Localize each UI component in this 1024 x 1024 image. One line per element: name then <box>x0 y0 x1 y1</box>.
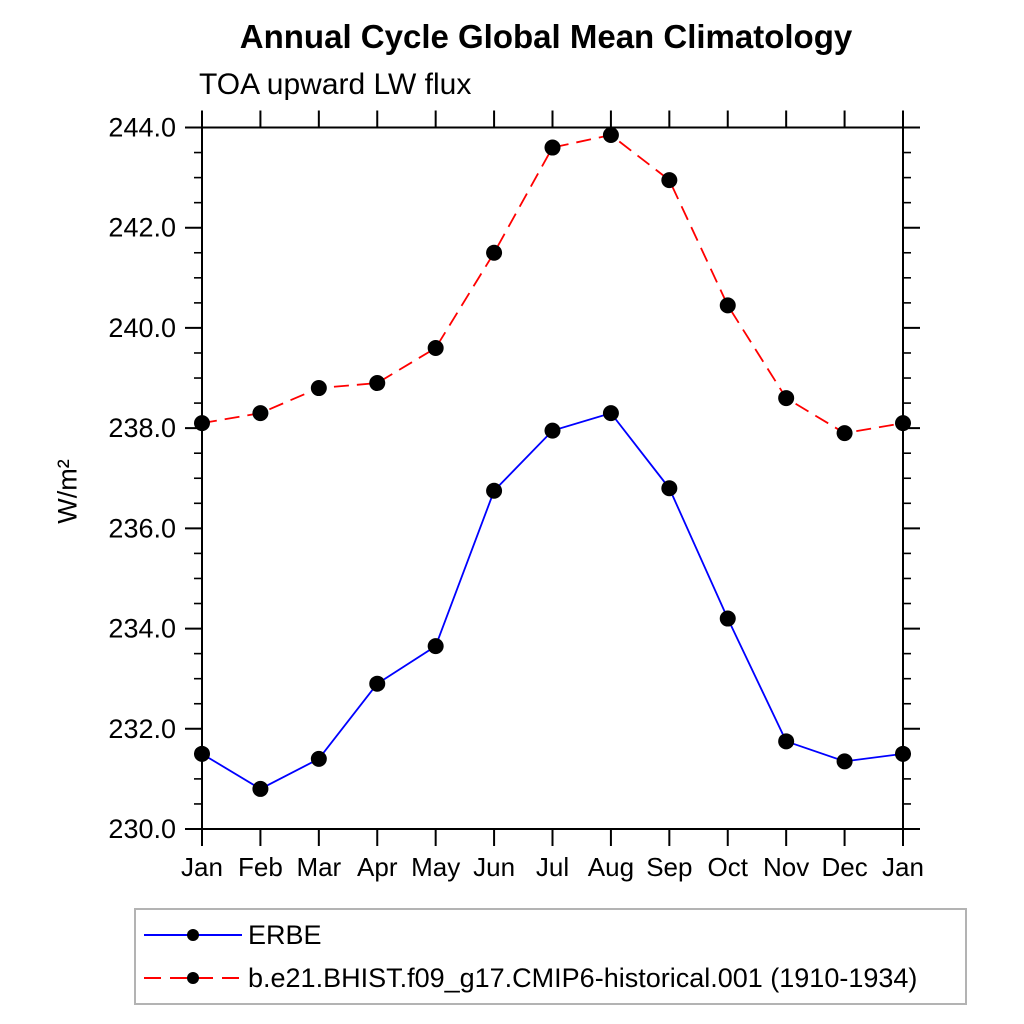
data-point-erbe-May <box>427 638 444 655</box>
chart-title: Annual Cycle Global Mean Climatology <box>239 18 853 55</box>
series-line-erbe <box>201 412 904 790</box>
y-tick-label: 238.0 <box>108 413 176 443</box>
legend-entry-erbe: ERBE <box>136 914 965 957</box>
x-tick-label: Aug <box>588 852 634 882</box>
plot-border <box>201 126 904 830</box>
y-tick-label: 242.0 <box>108 213 176 243</box>
data-point-model-Aug <box>602 127 619 144</box>
data-point-model-Jan <box>895 415 911 432</box>
y-tick-label: 240.0 <box>108 313 176 343</box>
y-tick-label: 234.0 <box>108 614 176 644</box>
data-point-erbe-Sep <box>661 480 678 497</box>
data-point-erbe-Jan <box>895 745 911 762</box>
x-tick-label: Jul <box>536 852 569 882</box>
data-point-erbe-Mar <box>310 750 327 767</box>
y-tick-label: 236.0 <box>108 513 176 543</box>
data-point-erbe-Dec <box>836 753 853 770</box>
x-tick-label: Dec <box>821 852 867 882</box>
y-tick-label: 244.0 <box>108 113 176 143</box>
x-tick-label: Oct <box>708 852 749 882</box>
legend-entry-model: b.e21.BHIST.f09_g17.CMIP6-historical.001… <box>136 957 965 1000</box>
y-tick-label: 230.0 <box>108 814 176 844</box>
data-point-model-Mar <box>310 380 327 397</box>
series-line-model <box>201 134 904 435</box>
data-point-model-Sep <box>661 172 678 189</box>
x-tick-label: May <box>411 852 460 882</box>
data-point-erbe-Jan <box>194 745 210 762</box>
x-tick-label: Mar <box>296 852 341 882</box>
x-tick-label: Nov <box>763 852 809 882</box>
data-point-model-Jan <box>194 415 210 432</box>
data-point-model-Apr <box>369 375 386 392</box>
data-point-model-May <box>427 339 444 356</box>
data-point-erbe-Jun <box>486 482 503 499</box>
data-point-model-Feb <box>252 405 269 422</box>
data-point-model-Nov <box>778 390 795 407</box>
chart-subtitle: TOA upward LW flux <box>199 68 472 101</box>
legend-label-erbe: ERBE <box>248 919 322 950</box>
legend-line-sample-solid <box>144 929 242 941</box>
data-point-model-Jun <box>486 244 503 261</box>
data-point-erbe-Apr <box>369 675 386 692</box>
data-point-model-Dec <box>836 425 853 442</box>
y-tick-label: 232.0 <box>108 714 176 744</box>
data-point-model-Oct <box>719 297 736 314</box>
legend-label-model: b.e21.BHIST.f09_g17.CMIP6-historical.001… <box>248 962 918 993</box>
x-tick-label: Apr <box>357 852 398 882</box>
data-point-erbe-Oct <box>719 610 736 627</box>
x-tick-label: Feb <box>238 852 283 882</box>
x-tick-label: Jan <box>882 852 924 882</box>
data-point-erbe-Nov <box>778 733 795 750</box>
legend-line-sample-dashed <box>144 972 242 984</box>
data-point-erbe-Jul <box>544 422 561 439</box>
data-point-model-Jul <box>544 139 561 156</box>
x-tick-label: Jan <box>181 852 223 882</box>
data-point-erbe-Aug <box>602 405 619 422</box>
x-tick-label: Sep <box>646 852 692 882</box>
x-tick-label: Jun <box>473 852 515 882</box>
legend-box: ERBE b.e21.BHIST.f09_g17.CMIP6-historica… <box>134 908 967 1005</box>
data-point-erbe-Feb <box>252 780 269 797</box>
